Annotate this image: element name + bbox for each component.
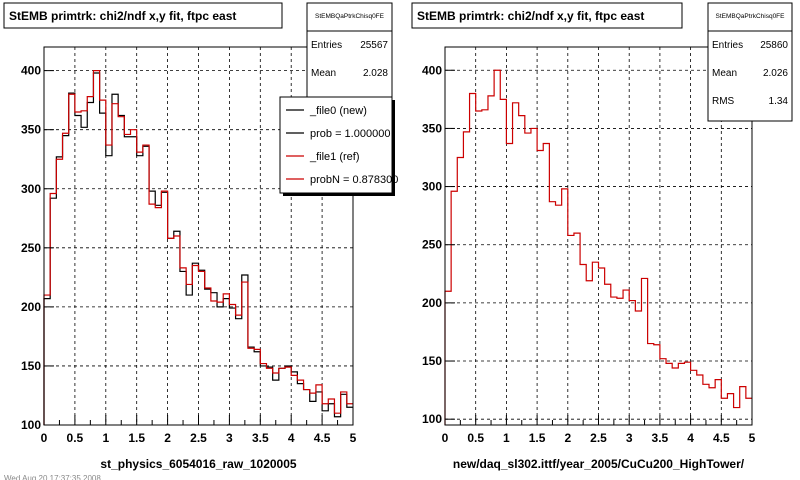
stats-label: Entries	[712, 40, 743, 51]
x-tick-label: 0.5	[67, 431, 84, 445]
x-tick-label: 0.5	[467, 431, 484, 445]
x-tick-label: 0	[442, 431, 449, 445]
stats-name: StEMBQaPtrkChisq0FE	[716, 13, 786, 20]
legend-label: probN = 0.878300	[310, 174, 398, 186]
title-box	[411, 2, 683, 29]
x-tick-label: 2	[564, 431, 571, 445]
y-tick-label: 100	[422, 412, 442, 426]
legend-label: prob = 1.000000	[310, 128, 390, 140]
y-tick-label: 300	[21, 182, 41, 196]
y-tick-label: 400	[21, 64, 41, 78]
x-axis-label: st_physics_6054016_raw_1020005	[100, 457, 296, 471]
chart-title: StEMB primtrk: chi2/ndf x,y fit, ftpc ea…	[9, 9, 236, 23]
legend: _file0 (new) prob = 1.000000 _file1 (ref) p…	[279, 96, 398, 196]
x-tick-label: 2	[164, 431, 171, 445]
x-tick-label: 4	[288, 431, 295, 445]
y-tick-label: 250	[422, 238, 442, 252]
stats-value: 2.028	[363, 68, 388, 79]
x-tick-label: 3	[226, 431, 233, 445]
series-2-line	[43, 70, 353, 425]
x-tick-label: 3.5	[652, 431, 669, 445]
x-tick-label: 4.5	[713, 431, 730, 445]
x-tick-label: 5	[749, 431, 756, 445]
y-tick-label: 400	[422, 63, 442, 77]
stats-label: RMS	[712, 96, 735, 107]
y-tick-label: 200	[422, 296, 442, 310]
y-tick-label: 250	[21, 241, 41, 255]
x-tick-label: 1.5	[128, 431, 145, 445]
x-tick-label: 1	[503, 431, 510, 445]
stats-value: 1.34	[769, 96, 789, 107]
stats-value: 25860	[760, 40, 788, 51]
x-tick-label: 1	[102, 431, 109, 445]
footer-timestamp: Wed Aug 20 17:37:35 2008	[4, 474, 101, 480]
stats-label: Mean	[311, 68, 336, 79]
x-tick-label: 3	[626, 431, 633, 445]
x-tick-label: 1.5	[529, 431, 546, 445]
stats-label: Entries	[311, 40, 342, 51]
grid	[445, 47, 752, 425]
y-tick-label: 300	[422, 180, 442, 194]
title-box	[3, 2, 283, 29]
y-tick-label: 350	[422, 121, 442, 135]
chart-1: 0 0.5 1 1.5 2 2.5 3 3.5 4 4.5 5 100 150 200 250 300 350 4…	[3, 2, 398, 471]
stats-label: Mean	[712, 68, 737, 79]
stats-value: 2.026	[763, 68, 788, 79]
stats-name: StEMBQaPtrkChisq0FE	[315, 13, 385, 20]
stats-value: 25567	[360, 40, 388, 51]
x-tick-label: 4	[687, 431, 694, 445]
x-tick-label: 2.5	[590, 431, 607, 445]
chart-title: StEMB primtrk: chi2/ndf x,y fit, ftpc ea…	[417, 9, 644, 23]
chart-2: 0 0.5 1 1.5 2 2.5 3 3.5 4 4.5 5 100 150 200 250 300 350 4…	[411, 2, 793, 471]
stats-box	[306, 2, 393, 100]
x-tick-label: 0	[41, 431, 48, 445]
y-tick-label: 150	[422, 354, 442, 368]
legend-label: _file0 (new)	[309, 105, 367, 117]
x-tick-label: 2.5	[190, 431, 207, 445]
y-tick-label: 350	[21, 123, 41, 137]
legend-label: _file1 (ref)	[309, 151, 360, 163]
series-1-line	[444, 69, 752, 425]
legend-box	[279, 96, 393, 194]
x-tick-label: 3.5	[252, 431, 269, 445]
x-axis-label: new/daq_sl302.ittf/year_2005/CuCu200_Hig…	[453, 457, 745, 471]
x-tick-label: 4.5	[314, 431, 331, 445]
x-tick-label: 5	[350, 431, 357, 445]
y-tick-label: 150	[21, 359, 41, 373]
y-tick-label: 200	[21, 300, 41, 314]
stats-box	[707, 2, 793, 122]
y-tick-label: 100	[21, 418, 41, 432]
